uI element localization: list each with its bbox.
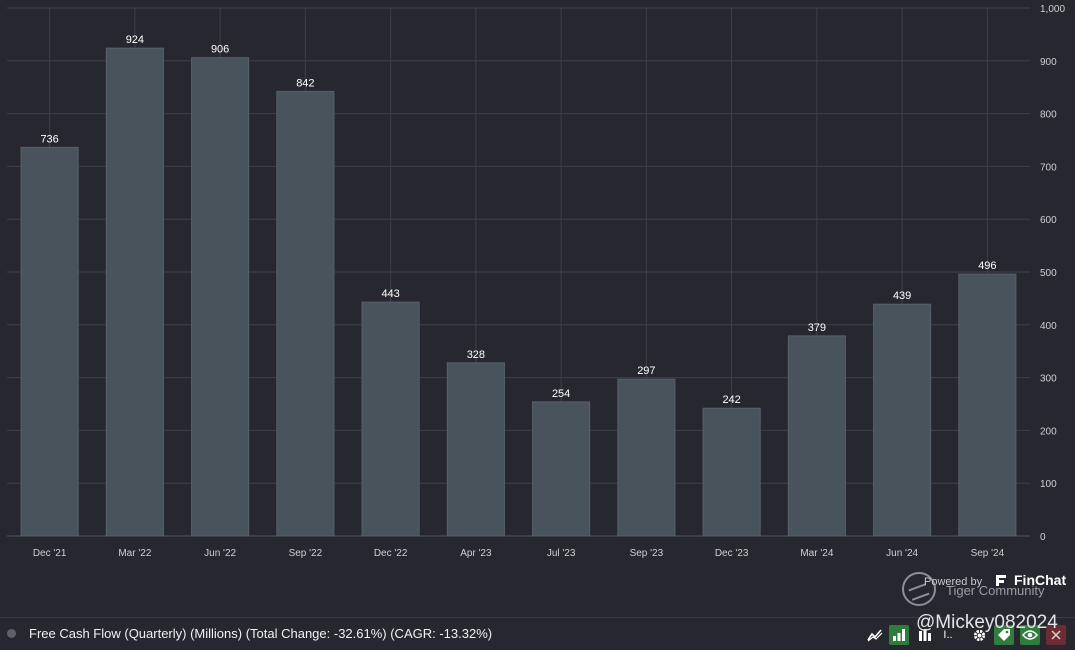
x-tick-label: Dec '23 <box>715 548 749 559</box>
bar[interactable] <box>958 273 1017 537</box>
bar-value-label: 297 <box>637 365 655 377</box>
finchat-watermark: Powered by FinChat Tiger Community <box>900 570 1070 614</box>
gear-icon[interactable] <box>969 625 989 645</box>
bar-value-label: 496 <box>978 260 996 272</box>
x-tick-label: Mar '22 <box>118 548 151 559</box>
x-tick-label: Sep '22 <box>289 548 323 559</box>
x-tick-label: Sep '23 <box>630 548 664 559</box>
bar-value-label: 379 <box>808 322 826 334</box>
bar-value-label: 924 <box>126 34 144 46</box>
x-tick-label: Dec '22 <box>374 548 408 559</box>
bar[interactable] <box>276 90 335 537</box>
powered-by-text: Powered by <box>924 576 983 588</box>
bar[interactable] <box>105 47 164 537</box>
y-tick-label: 600 <box>1040 215 1057 226</box>
x-tick-label: Dec '21 <box>33 548 67 559</box>
x-tick-label: Apr '23 <box>460 548 492 559</box>
legend-series-label[interactable]: Free Cash Flow (Quarterly) (Millions) (T… <box>29 626 493 641</box>
bar-value-label: 328 <box>467 349 485 361</box>
bar[interactable] <box>361 301 420 537</box>
legend-series-dot[interactable] <box>7 629 16 638</box>
bar-value-label: 906 <box>211 44 229 56</box>
column-chart-icon[interactable] <box>915 625 935 645</box>
bar-value-label: 736 <box>40 133 58 145</box>
bar[interactable] <box>873 303 932 537</box>
y-tick-label: 400 <box>1040 321 1057 332</box>
bar-value-label: 439 <box>893 290 911 302</box>
truncated-toolbar-label[interactable]: I.. <box>943 629 953 641</box>
x-tick-label: Sep '24 <box>971 548 1005 559</box>
bar-value-label: 842 <box>296 77 314 89</box>
user-handle-watermark: @Mickey082024 <box>916 612 1058 633</box>
y-tick-label: 200 <box>1040 426 1057 437</box>
x-tick-label: Jul '23 <box>547 548 576 559</box>
bar[interactable] <box>617 378 676 537</box>
bar-chart-icon[interactable] <box>889 625 909 645</box>
x-tick-label: Jun '24 <box>886 548 918 559</box>
x-axis: Dec '21 Mar '22 Jun '22 Sep '22 Dec '22 Apr '… <box>33 548 1005 559</box>
y-tick-label: 0 <box>1040 532 1046 543</box>
bar-layer <box>20 47 1017 537</box>
x-tick-label: Jun '22 <box>204 548 236 559</box>
y-tick-label: 700 <box>1040 162 1057 173</box>
bar[interactable] <box>702 407 761 537</box>
close-icon[interactable] <box>1046 625 1066 645</box>
finchat-brand: FinChat <box>1014 572 1067 588</box>
tiger-logo-icon <box>902 572 936 606</box>
tag-icon[interactable] <box>994 625 1014 645</box>
bar-value-label: 254 <box>552 388 570 400</box>
tiger-community-text: Tiger Community <box>946 583 1045 598</box>
chart-area: 736 924 906 842 443 328 254 297 242 379 439 496 Dec… <box>7 4 1065 559</box>
y-tick-label: 300 <box>1040 374 1057 385</box>
bar-value-label: 242 <box>722 394 740 406</box>
bar[interactable] <box>532 401 591 537</box>
data-label-layer: 736 924 906 842 443 328 254 297 242 379 439 496 <box>40 34 996 406</box>
bar-value-label: 443 <box>381 288 399 300</box>
bar[interactable] <box>20 146 79 537</box>
eye-icon[interactable] <box>1020 625 1040 645</box>
chart-line-icon[interactable] <box>865 625 885 645</box>
y-tick-label: 500 <box>1040 268 1057 279</box>
finchat-logo-icon <box>996 575 1006 586</box>
y-tick-label: 900 <box>1040 57 1057 68</box>
bar[interactable] <box>191 57 250 537</box>
bar[interactable] <box>446 362 505 537</box>
y-axis: 0 100 200 300 400 500 600 700 800 900 1,000 <box>1040 4 1065 543</box>
bar[interactable] <box>787 335 846 537</box>
y-tick-label: 100 <box>1040 479 1057 490</box>
y-tick-label: 800 <box>1040 110 1057 121</box>
y-tick-label: 1,000 <box>1040 4 1065 15</box>
legend-footer: Free Cash Flow (Quarterly) (Millions) (T… <box>0 617 1075 650</box>
x-tick-label: Mar '24 <box>800 548 833 559</box>
